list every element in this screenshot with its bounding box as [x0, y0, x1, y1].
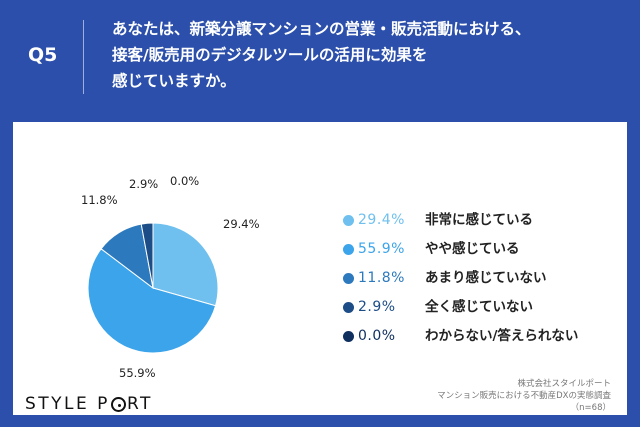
legend-swatch: [343, 244, 354, 255]
style-port-logo: STYLE P RT: [25, 394, 153, 414]
legend-label: わからない/答えられない: [425, 328, 579, 344]
question-text: あなたは、新築分譲マンションの営業・販売活動における、 接客/販売用のデジタルツ…: [112, 16, 632, 94]
pie-data-label: 2.9%: [129, 177, 158, 191]
pie-slice: [140, 222, 154, 289]
pie-data-label: 29.4%: [223, 217, 260, 231]
pie-chart: 29.4% 55.9% 11.8% 2.9% 0.0%: [81, 174, 260, 380]
chart-card: 29.4% 55.9% 11.8% 2.9% 0.0% 29.4% 非常に感じている 5…: [13, 122, 627, 415]
source-line-3: （n=68）: [570, 403, 611, 413]
legend-percent: 0.0%: [358, 328, 396, 344]
pie-data-label: 11.8%: [81, 193, 118, 207]
source-line-2: マンション販売における不動産DXの実態調査: [437, 391, 611, 401]
logo-o-icon: [110, 397, 126, 412]
legend-swatch: [343, 302, 354, 313]
legend-item: 2.9% 全く感じていない: [343, 297, 633, 326]
question-line-2: 接客/販売用のデジタルツールの活用に効果を: [112, 46, 428, 64]
legend: 29.4% 非常に感じている 55.9% やや感じている 11.8% あまり感じ…: [343, 210, 633, 355]
pie-slice: [152, 222, 219, 307]
legend-item: 0.0% わからない/答えられない: [343, 326, 633, 355]
legend-swatch: [343, 331, 354, 342]
legend-swatch: [343, 273, 354, 284]
question-number: Q5: [28, 44, 58, 66]
legend-label: 非常に感じている: [425, 212, 533, 228]
header: Q5 あなたは、新築分譲マンションの営業・販売活動における、 接客/販売用のデジ…: [0, 0, 640, 112]
pie-slice: [87, 248, 217, 354]
legend-percent: 55.9%: [358, 241, 405, 257]
legend-label: やや感じている: [425, 241, 520, 257]
legend-item: 29.4% 非常に感じている: [343, 210, 633, 239]
legend-label: 全く感じていない: [425, 299, 533, 315]
question-line-3: 感じていますか。: [112, 72, 236, 90]
legend-item: 11.8% あまり感じていない: [343, 268, 633, 297]
pie-data-label: 0.0%: [170, 174, 199, 188]
header-divider: [83, 20, 84, 94]
pie-data-label: 55.9%: [119, 366, 156, 380]
legend-swatch: [343, 215, 354, 226]
legend-percent: 2.9%: [358, 299, 396, 315]
source-line-1: 株式会社スタイルポート: [517, 379, 611, 389]
legend-percent: 29.4%: [358, 212, 405, 228]
legend-item: 55.9% やや感じている: [343, 239, 633, 268]
source-note: 株式会社スタイルポート マンション販売における不動産DXの実態調査 （n=68）: [437, 378, 611, 414]
question-line-1: あなたは、新築分譲マンションの営業・販売活動における、: [112, 20, 531, 38]
legend-label: あまり感じていない: [425, 270, 547, 286]
legend-percent: 11.8%: [358, 270, 405, 286]
